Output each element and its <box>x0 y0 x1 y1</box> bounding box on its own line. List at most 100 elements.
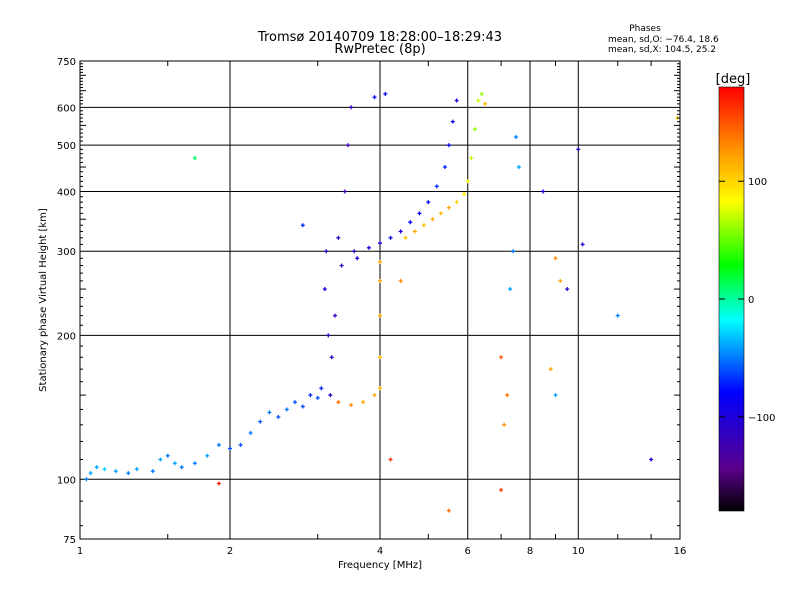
data-point <box>319 386 324 391</box>
data-point <box>502 422 507 427</box>
x-tick-label: 16 <box>674 546 687 557</box>
x-tick-label: 4 <box>377 546 383 557</box>
plot-frame <box>79 60 681 540</box>
colorbar-tick-label: 100 <box>748 177 767 188</box>
x-axis-ticks: 1 2 4 6 8 10 16 <box>77 61 687 557</box>
y-tick-label: 300 <box>57 247 76 258</box>
data-point <box>228 446 232 451</box>
data-point <box>472 127 477 132</box>
data-point <box>505 393 510 398</box>
y-tick-label: 600 <box>57 103 76 114</box>
stats-x-line: mean, sd,X: 104.5, 25.2 <box>608 45 716 55</box>
data-point <box>434 184 439 189</box>
data-point <box>438 211 443 216</box>
data-point <box>339 263 344 268</box>
data-point <box>216 442 221 447</box>
x-tick-label: 2 <box>227 546 233 557</box>
data-point <box>349 105 354 110</box>
y-axis-label: Stationary phase Virtual Height [km] <box>38 208 49 392</box>
y-tick-label: 400 <box>57 187 76 198</box>
data-point <box>576 147 581 152</box>
data-point <box>126 471 131 476</box>
data-point <box>398 229 403 234</box>
data-point <box>158 457 163 462</box>
data-point <box>372 393 377 398</box>
data-point <box>216 481 221 486</box>
data-point <box>328 393 333 398</box>
data-point <box>469 156 474 161</box>
data-point <box>179 465 184 470</box>
data-point <box>476 98 481 103</box>
data-point <box>446 205 451 210</box>
data-point <box>134 467 139 472</box>
data-point <box>352 249 357 254</box>
data-point <box>442 165 447 170</box>
stats-heading: Phases <box>629 24 661 34</box>
y-tick-label: 750 <box>57 57 76 68</box>
colorbar-tick-label: 0 <box>748 295 754 306</box>
y-axis-ticks: 75 100 200 300 400 500 600 750 <box>57 57 680 546</box>
data-point <box>258 419 263 424</box>
data-point <box>292 400 297 405</box>
data-point <box>336 235 341 240</box>
data-point <box>465 179 470 184</box>
data-point <box>342 189 347 194</box>
data-point <box>403 235 408 240</box>
data-point <box>553 393 558 398</box>
data-point <box>267 410 272 415</box>
data-point <box>378 313 382 318</box>
colorbar-ticks: 100 0 −100 <box>719 177 775 424</box>
data-point <box>366 245 371 250</box>
x-tick-label: 6 <box>465 546 471 557</box>
x-axis-label: Frequency [MHz] <box>338 560 422 571</box>
data-point <box>88 471 93 476</box>
chart-title: Tromsø 20140709 18:28:00–18:29:43 <box>257 30 502 45</box>
colorbar-tick-label: −100 <box>748 413 775 424</box>
data-point <box>336 400 341 405</box>
data-point <box>192 156 197 161</box>
data-point <box>308 393 313 398</box>
data-point <box>499 355 504 360</box>
data-point <box>102 467 107 472</box>
data-point <box>548 367 553 372</box>
data-point <box>508 287 513 292</box>
data-point <box>238 442 243 447</box>
data-point <box>192 461 197 466</box>
x-tick-label: 1 <box>77 546 83 557</box>
data-point <box>205 453 210 458</box>
data-point <box>284 407 289 412</box>
data-point <box>511 249 516 254</box>
data-point <box>329 355 334 360</box>
colorbar-label: [deg] <box>716 72 751 87</box>
data-point <box>580 242 585 247</box>
y-tick-label: 75 <box>63 535 76 546</box>
data-point <box>150 469 155 474</box>
data-point <box>300 404 305 409</box>
data-point <box>454 200 459 205</box>
data-point <box>412 229 417 234</box>
x-tick-label: 10 <box>572 546 585 557</box>
data-point <box>378 278 382 283</box>
data-point <box>94 465 99 470</box>
data-point <box>355 256 360 261</box>
data-point <box>388 457 393 462</box>
data-point <box>421 223 426 228</box>
x-tick-label: 8 <box>527 546 533 557</box>
data-point <box>378 259 382 264</box>
data-point <box>558 278 563 283</box>
data-point <box>462 192 467 197</box>
data-point <box>446 508 451 513</box>
data-point <box>300 223 305 228</box>
data-point <box>349 403 354 408</box>
data-point <box>248 430 253 435</box>
data-point <box>417 211 422 216</box>
data-point <box>479 91 484 96</box>
data-point <box>324 249 329 254</box>
data-point <box>615 313 620 318</box>
data-point <box>326 333 331 338</box>
grid-lines <box>80 61 680 539</box>
data-point <box>113 469 118 474</box>
data-point <box>446 143 451 148</box>
